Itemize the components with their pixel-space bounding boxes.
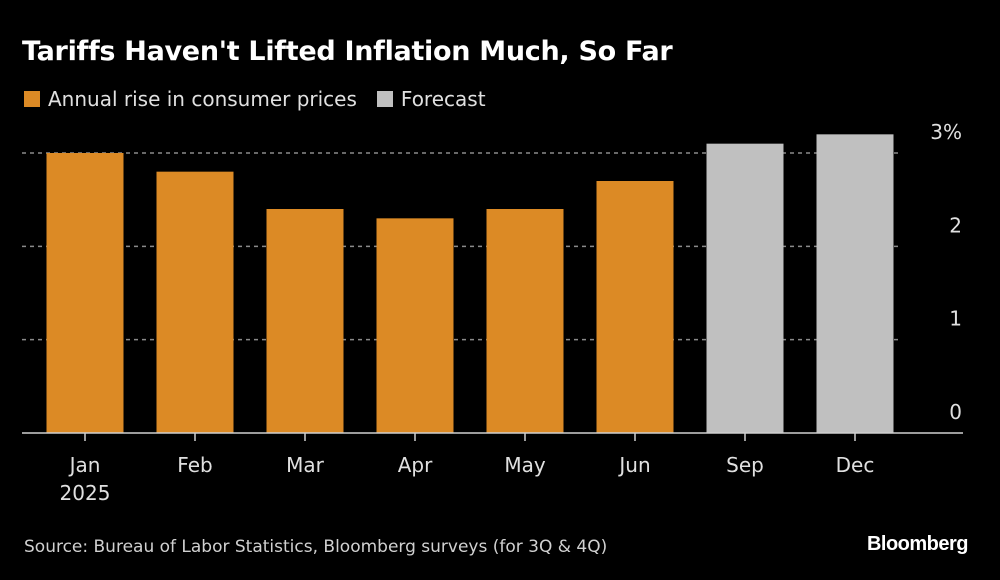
bar [486,209,564,433]
bar [816,134,894,434]
bar [596,181,674,433]
y-tick-label: 3% [930,120,962,144]
x-tick-label: May [504,453,546,477]
bar [266,209,344,433]
x-tick-label: Sep [726,453,764,477]
bar [46,153,124,433]
legend-swatch-forecast [376,91,393,107]
bar [156,171,234,433]
legend: Annual rise in consumer prices Forecast [24,87,506,111]
legend-swatch-actual [24,91,40,107]
bloomberg-logo: Bloomberg [866,533,969,555]
x-tick-label: Jan [68,453,101,477]
legend-label-actual: Annual rise in consumer prices [48,87,357,111]
x-tick-label: Apr [398,453,433,477]
bar [706,143,784,433]
chart-title: Tariffs Haven't Lifted Inflation Much, S… [22,36,673,67]
bar [376,218,454,433]
x-tick-label: Mar [286,453,325,477]
x-tick-label: Feb [177,453,212,477]
legend-item-actual: Annual rise in consumer prices [24,87,357,111]
x-tick-label: Dec [836,453,875,477]
y-tick-label: 0 [949,400,962,424]
x-tick-label: Jun [617,453,650,477]
y-tick-label: 1 [949,307,962,331]
legend-label-forecast: Forecast [400,87,486,111]
source-note: Source: Bureau of Labor Statistics, Bloo… [24,537,608,557]
y-tick-label: 2 [949,213,962,237]
x-tick-sublabel: 2025 [60,481,111,505]
legend-item-forecast: Forecast [376,87,486,111]
